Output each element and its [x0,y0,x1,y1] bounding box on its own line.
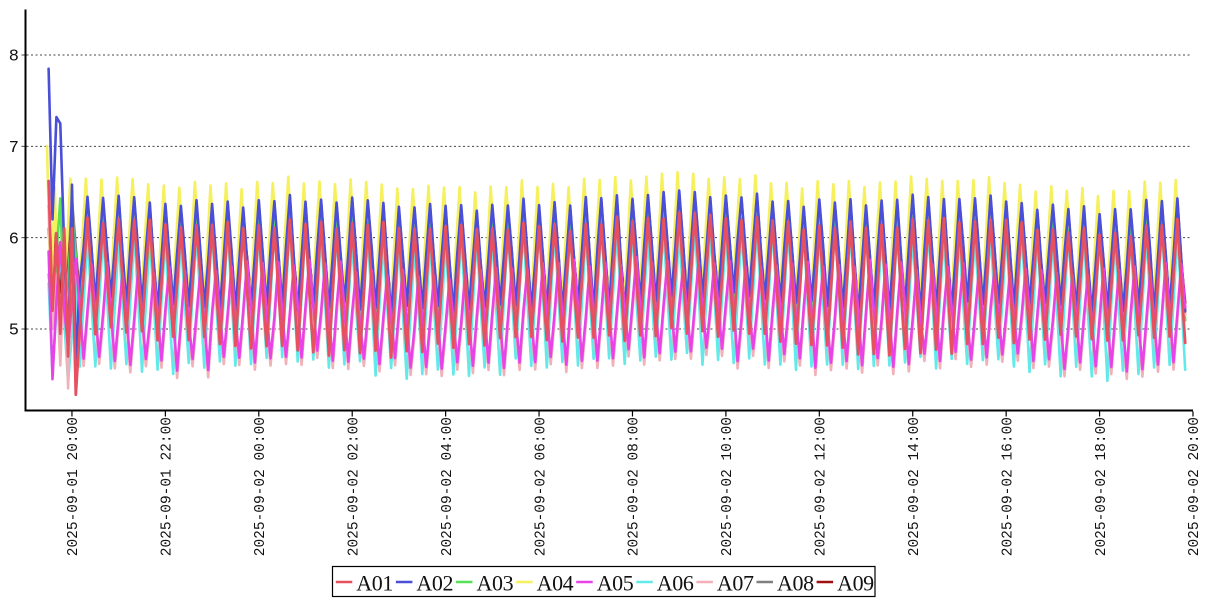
svg-text:6: 6 [9,230,19,249]
svg-text:2025-09-02 02:00: 2025-09-02 02:00 [346,417,362,556]
svg-text:A09: A09 [837,571,874,596]
svg-text:A05: A05 [597,571,634,596]
svg-text:5: 5 [9,322,19,341]
svg-text:8: 8 [9,48,19,67]
svg-text:2025-09-02 14:00: 2025-09-02 14:00 [907,417,923,556]
svg-text:2025-09-02 00:00: 2025-09-02 00:00 [253,417,269,556]
svg-text:A08: A08 [777,571,814,596]
svg-text:2025-09-02 18:00: 2025-09-02 18:00 [1094,417,1110,556]
svg-text:2025-09-02 08:00: 2025-09-02 08:00 [627,417,643,556]
svg-text:2025-09-02 12:00: 2025-09-02 12:00 [814,417,830,556]
svg-text:2025-09-01 20:00: 2025-09-01 20:00 [66,417,82,556]
svg-text:A04: A04 [537,571,574,596]
svg-text:2025-09-01 22:00: 2025-09-01 22:00 [160,417,176,556]
svg-text:2025-09-02 10:00: 2025-09-02 10:00 [720,417,736,556]
svg-text:7: 7 [9,139,19,158]
svg-text:A02: A02 [416,571,453,596]
svg-text:2025-09-02 04:00: 2025-09-02 04:00 [440,417,456,556]
svg-text:2025-09-02 20:00: 2025-09-02 20:00 [1187,417,1203,556]
svg-text:2025-09-02 16:00: 2025-09-02 16:00 [1000,417,1016,556]
svg-text:A06: A06 [657,571,694,596]
svg-text:A07: A07 [717,571,754,596]
svg-text:A03: A03 [477,571,514,596]
svg-text:A01: A01 [356,571,393,596]
svg-text:2025-09-02 06:00: 2025-09-02 06:00 [533,417,549,556]
